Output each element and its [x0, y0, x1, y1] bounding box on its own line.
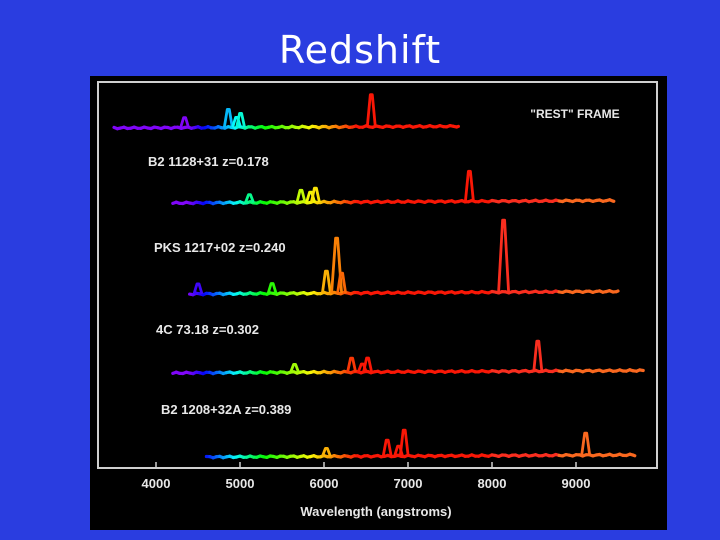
emission-line-3-4	[532, 339, 544, 372]
series-label-4: B2 1208+32A z=0.389	[161, 402, 291, 417]
spectrum-1	[171, 169, 616, 206]
emission-line-3-1	[346, 356, 357, 373]
slide-title: Redshift	[278, 28, 442, 72]
emission-line-2-4	[336, 271, 347, 294]
x-tick-label-5000: 5000	[226, 476, 255, 491]
emission-line-2-2	[321, 269, 332, 294]
x-tick-label-7000: 7000	[394, 476, 423, 491]
x-tick-label-8000: 8000	[478, 476, 507, 491]
spectrum-0	[112, 93, 460, 131]
series-label-1: B2 1128+31 z=0.178	[148, 154, 269, 169]
emission-line-4-1	[381, 438, 393, 457]
emission-line-1-0	[244, 193, 255, 204]
emission-line-2-0	[192, 282, 204, 295]
emission-line-0-0	[179, 116, 190, 129]
emission-line-2-5	[497, 218, 510, 293]
series-label-3: 4C 73.18 z=0.302	[156, 322, 259, 337]
emission-line-4-0	[321, 447, 332, 457]
spectrum-3	[171, 339, 645, 376]
x-axis-label: Wavelength (angstroms)	[300, 504, 451, 519]
series-label-2: PKS 1217+02 z=0.240	[154, 240, 286, 255]
emission-line-2-1	[266, 282, 278, 294]
emission-line-4-4	[580, 431, 592, 456]
plot-border	[97, 81, 658, 469]
emission-line-2-3	[330, 236, 343, 294]
emission-line-0-4	[365, 93, 377, 127]
emission-line-1-4	[464, 169, 475, 202]
emission-line-0-3	[235, 112, 246, 128]
spectra-chart-svg: "REST" FRAME B2 1128+31 z=0.178 PKS 1217+0…	[97, 81, 658, 519]
emission-line-0-1	[222, 108, 234, 128]
emission-line-1-1	[295, 188, 307, 203]
spectrum-2	[187, 218, 620, 297]
emission-line-1-3	[310, 186, 321, 203]
spectrum-4	[204, 428, 637, 460]
x-tick-label-6000: 6000	[310, 476, 339, 491]
spectra-chart: "REST" FRAME B2 1128+31 z=0.178 PKS 1217+0…	[90, 76, 667, 530]
x-tick-label-4000: 4000	[142, 476, 171, 491]
emission-line-3-0	[289, 363, 300, 373]
emission-line-3-3	[362, 356, 373, 373]
series-label-rest-frame: "REST" FRAME	[530, 107, 619, 121]
emission-line-4-3	[398, 428, 410, 457]
x-tick-label-9000: 9000	[562, 476, 591, 491]
